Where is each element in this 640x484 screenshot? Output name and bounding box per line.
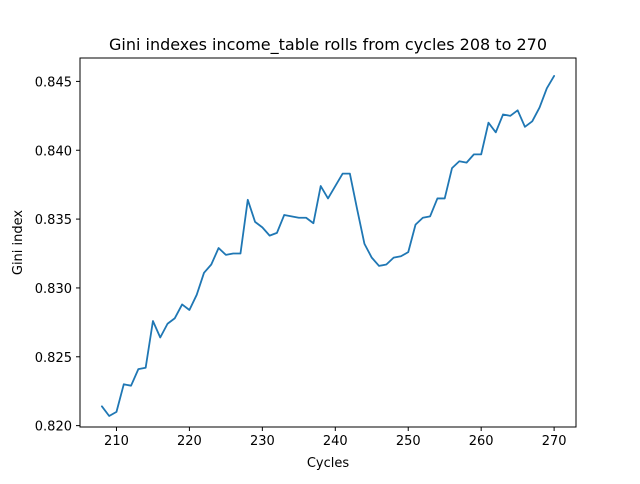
plot-frame xyxy=(79,57,577,428)
y-tick-label: 0.845 xyxy=(35,75,72,90)
x-axis: 210 220 230 240 250 260 270 xyxy=(104,427,567,449)
x-tick-label: 260 xyxy=(469,434,494,449)
x-tick-label: 220 xyxy=(177,434,202,449)
plot-area xyxy=(79,57,577,428)
y-axis: 0.820 0.825 0.830 0.835 0.840 0.845 xyxy=(35,75,80,435)
y-tick-label: 0.820 xyxy=(35,420,72,435)
y-tick-label: 0.835 xyxy=(35,213,72,228)
y-tick-label: 0.840 xyxy=(35,144,72,159)
y-tick-label: 0.825 xyxy=(35,351,72,366)
x-tick-label: 230 xyxy=(250,434,275,449)
x-tick-label: 240 xyxy=(323,434,348,449)
chart-title: Gini indexes income_table rolls from cyc… xyxy=(109,35,547,55)
x-tick-label: 210 xyxy=(104,434,129,449)
y-tick-label: 0.830 xyxy=(35,282,72,297)
x-tick-label: 270 xyxy=(542,434,567,449)
x-axis-label: Cycles xyxy=(307,456,350,471)
data-line xyxy=(100,75,556,417)
y-axis-label: Gini index xyxy=(11,210,26,276)
x-tick-label: 250 xyxy=(396,434,421,449)
